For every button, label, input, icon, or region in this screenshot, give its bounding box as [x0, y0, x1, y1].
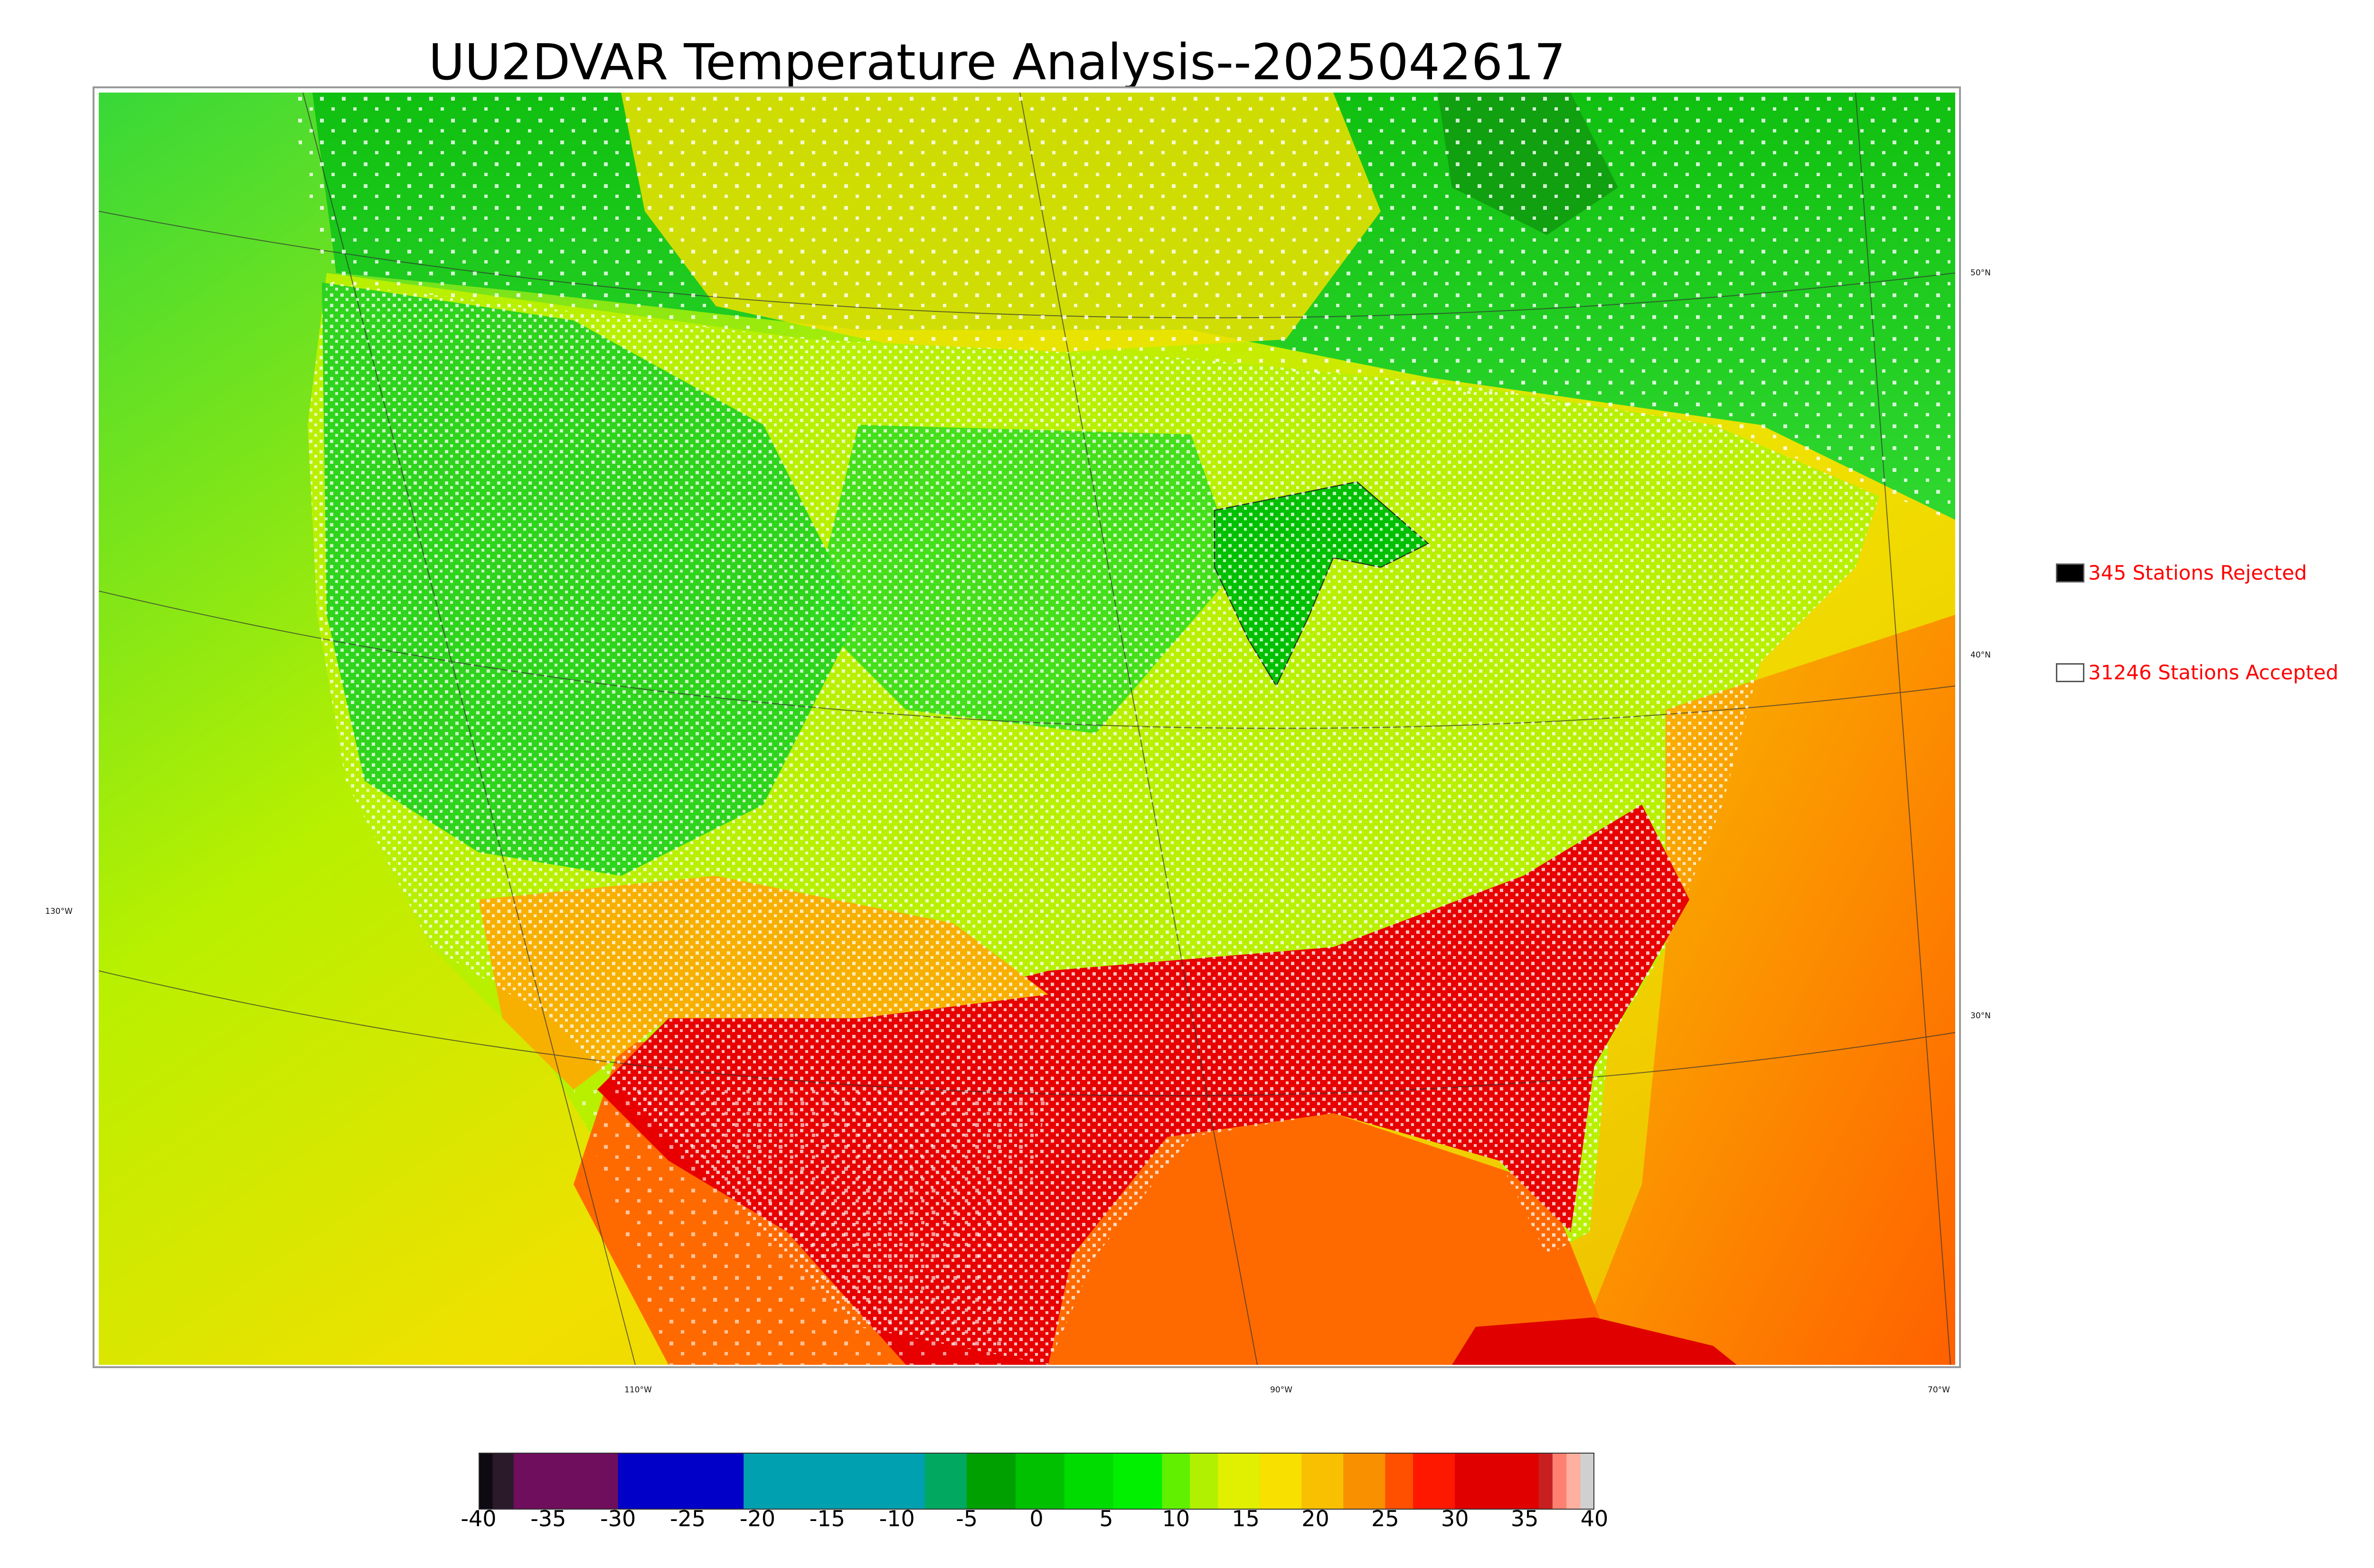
colorbar-tick-label: -5: [956, 1506, 978, 1531]
colorbar-segment: [1552, 1453, 1567, 1510]
colorbar-segment: [1113, 1453, 1162, 1510]
lon-label-90w: 90°W: [1270, 1385, 1292, 1395]
lat-label-50n: 50°N: [1970, 268, 1991, 278]
temperature-colorbar: [479, 1453, 1594, 1510]
colorbar-tick-label: -15: [809, 1506, 845, 1531]
colorbar-tick-label: 25: [1371, 1506, 1399, 1531]
colorbar-segment: [967, 1453, 1016, 1510]
colorbar-segment: [1455, 1453, 1539, 1510]
colorbar-segment: [1580, 1453, 1594, 1510]
colorbar-segment: [1413, 1453, 1455, 1510]
colorbar-segment: [618, 1453, 744, 1510]
colorbar-tick-label: 20: [1301, 1506, 1329, 1531]
rejected-swatch: [2056, 563, 2084, 582]
lon-label-110w: 110°W: [624, 1385, 652, 1395]
colorbar-tick-label: 35: [1510, 1506, 1539, 1531]
colorbar-segment: [1538, 1453, 1553, 1510]
colorbar-segment: [1217, 1453, 1260, 1510]
lat-label-30n: 30°N: [1970, 1011, 1991, 1021]
accepted-swatch: [2056, 663, 2084, 682]
colorbar-tick-label: -40: [461, 1506, 497, 1531]
accepted-stations-mexico: [574, 1089, 1048, 1365]
colorbar-tick-label: 10: [1162, 1506, 1190, 1531]
cuba-field: [1452, 1317, 1737, 1365]
colorbar-tick-label: -35: [530, 1506, 566, 1531]
colorbar-tick-label: 40: [1580, 1506, 1609, 1531]
map-title: UU2DVAR Temperature Analysis--2025042617: [428, 33, 1566, 91]
colorbar-tick-label: 15: [1232, 1506, 1260, 1531]
lon-label-130w: 130°W: [45, 907, 73, 916]
colorbar-segment: [744, 1453, 925, 1510]
accepted-label: 31246 Stations Accepted: [2088, 661, 2339, 684]
accepted-stations-sparse: [289, 93, 1950, 520]
colorbar-tick-label: 5: [1099, 1506, 1113, 1531]
colorbar-segment: [1343, 1453, 1385, 1510]
colorbar-segment: [925, 1453, 967, 1510]
colorbar-segment: [479, 1453, 493, 1510]
lon-label-70w: 70°W: [1928, 1385, 1950, 1395]
colorbar-segment: [1190, 1453, 1218, 1510]
temperature-map[interactable]: [99, 93, 1955, 1365]
colorbar-border: [479, 1453, 1594, 1510]
colorbar-segment: [492, 1453, 514, 1510]
rejected-label: 345 Stations Rejected: [2088, 561, 2307, 584]
colorbar-segment: [513, 1453, 619, 1510]
colorbar-tick-label: -10: [879, 1506, 915, 1531]
colorbar-tick-label: 0: [1029, 1506, 1044, 1531]
colorbar-segment: [1566, 1453, 1581, 1510]
legend-accepted: 31246 Stations Accepted: [2056, 661, 2338, 684]
lat-label-40n: 40°N: [1970, 650, 1991, 660]
colorbar-tick-label: -25: [670, 1506, 706, 1531]
colorbar-tick-label: 30: [1441, 1506, 1469, 1531]
colorbar-segment: [1162, 1453, 1190, 1510]
colorbar-segment: [1064, 1453, 1114, 1510]
colorbar-segment: [1301, 1453, 1344, 1510]
colorbar-segment: [1015, 1453, 1065, 1510]
colorbar-segment: [1260, 1453, 1302, 1510]
colorbar-tick-label: -30: [600, 1506, 636, 1531]
colorbar-segment: [1385, 1453, 1413, 1510]
legend-rejected: 345 Stations Rejected: [2056, 561, 2307, 584]
colorbar-tick-label: -20: [739, 1506, 776, 1531]
